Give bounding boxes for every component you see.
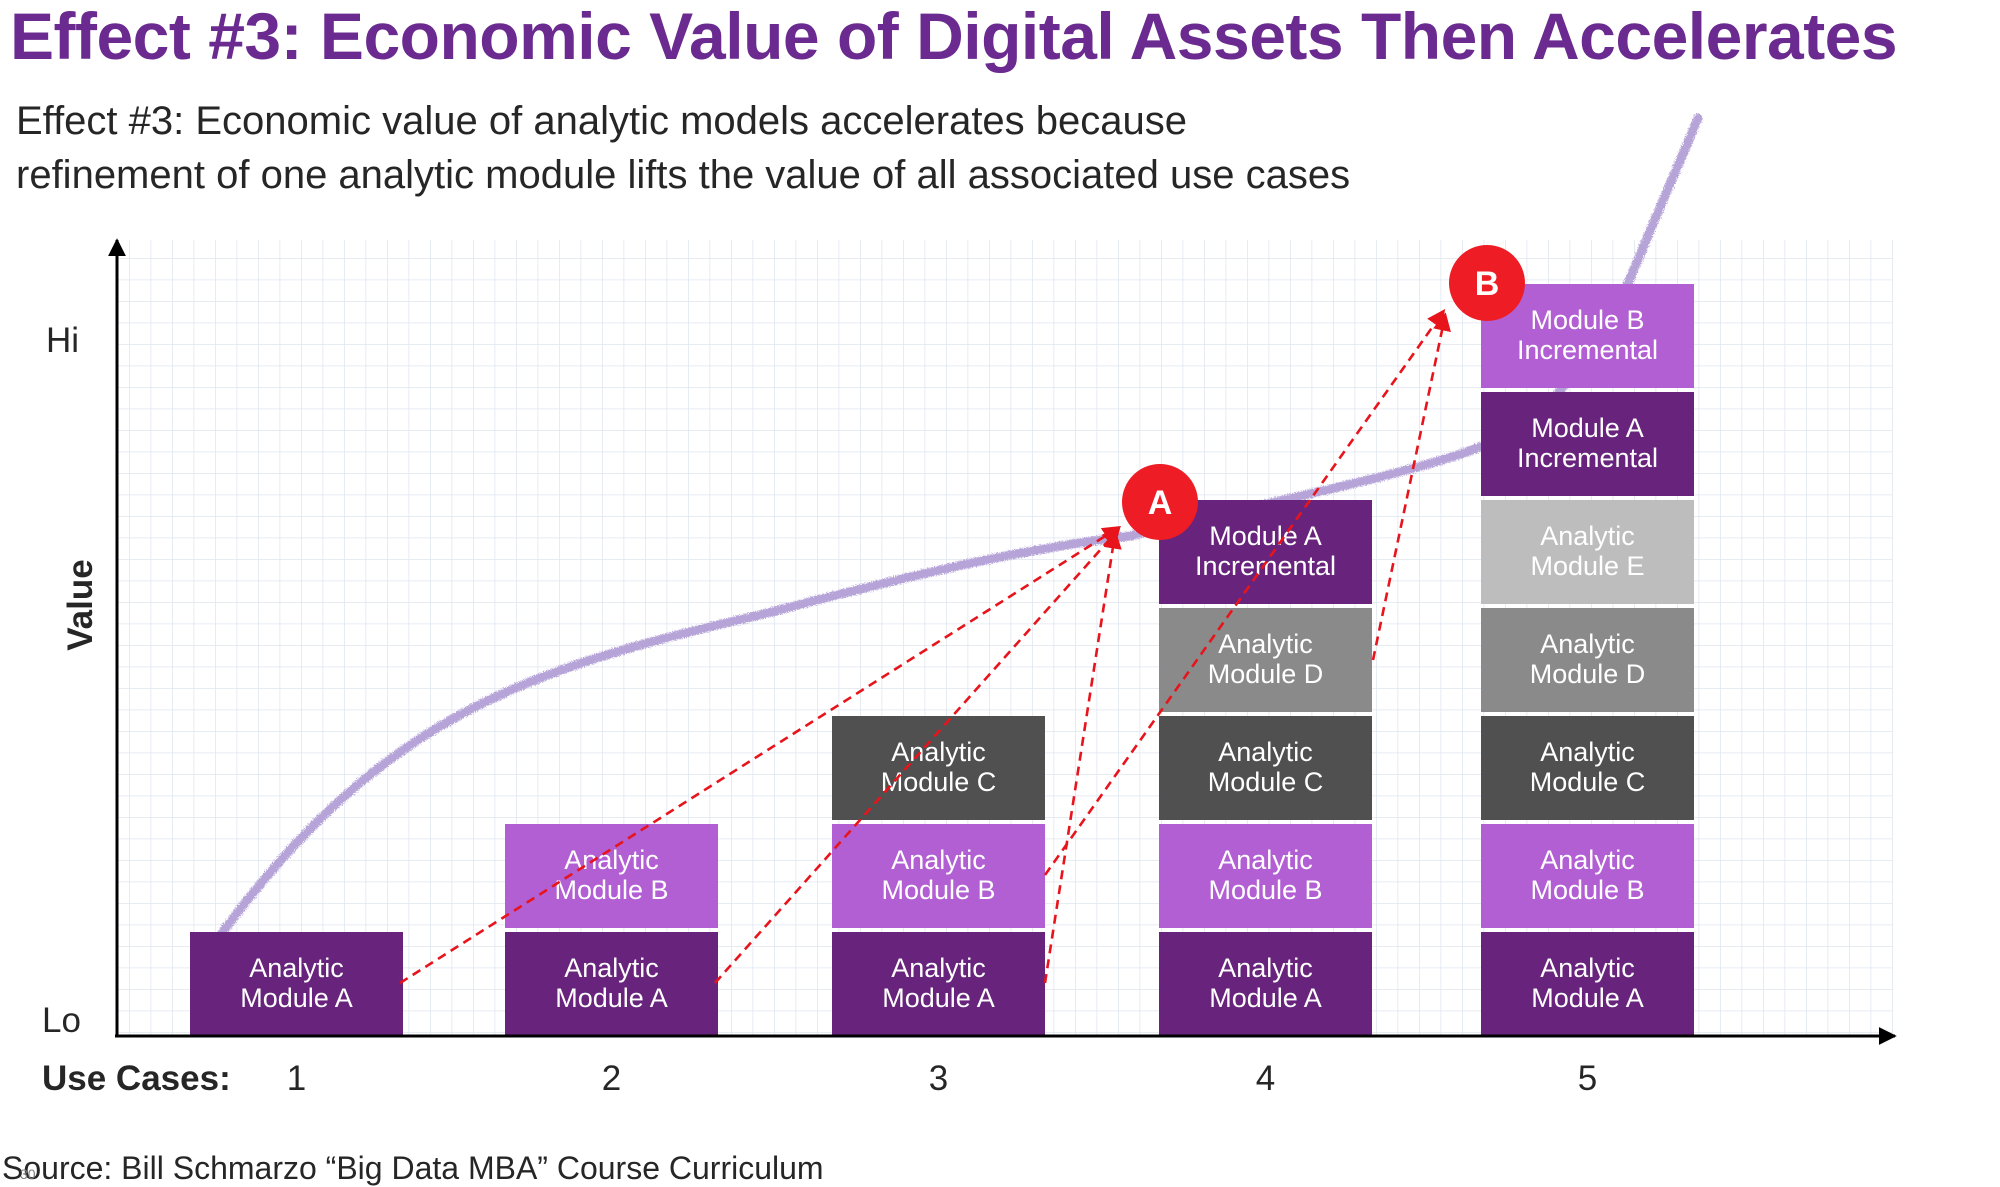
module-e-label-line-2: Module E bbox=[1530, 551, 1644, 581]
module-a-label-line-1: Analytic bbox=[564, 953, 659, 983]
marker-b: B bbox=[1449, 245, 1525, 321]
use-case-tick-labels: 1 2 3 4 5 bbox=[287, 1059, 1597, 1098]
module-b-block bbox=[505, 824, 718, 928]
module-b-label-line-1: Analytic bbox=[1540, 845, 1635, 875]
y-hi-label: Hi bbox=[46, 321, 79, 360]
module-a-label-line-2: Module A bbox=[555, 983, 668, 1013]
module-c-label-line-2: Module C bbox=[1530, 767, 1646, 797]
arrow-uc4-to-b bbox=[1371, 312, 1451, 661]
use-case-tick-5: 5 bbox=[1578, 1059, 1597, 1098]
module-e-label-line-1: Analytic bbox=[1540, 521, 1635, 551]
y-lo-label: Lo bbox=[42, 1001, 81, 1040]
module-a-block bbox=[1159, 932, 1372, 1036]
module-a-block bbox=[190, 932, 403, 1036]
module-c-block bbox=[1159, 716, 1372, 820]
module-b-block bbox=[832, 824, 1045, 928]
arrow-uc1-to-a bbox=[399, 526, 1122, 985]
module-a-label-line-2: Module A bbox=[882, 983, 995, 1013]
use-case-tick-4: 4 bbox=[1256, 1059, 1275, 1098]
module-d-label-line-2: Module D bbox=[1530, 659, 1646, 689]
arrow-uc3b-to-b bbox=[1043, 309, 1446, 876]
use-case-tick-3: 3 bbox=[929, 1059, 948, 1098]
x-axis-label: Use Cases: bbox=[42, 1059, 231, 1098]
module-b-label-line-1: Analytic bbox=[1218, 845, 1313, 875]
slide-subtitle: Effect #3: Economic value of analytic mo… bbox=[16, 94, 1350, 202]
marker-a-circle bbox=[1122, 464, 1198, 540]
subtitle-line-1: Effect #3: Economic value of analytic mo… bbox=[16, 99, 1188, 143]
module-a-label-line-2: Module A bbox=[1209, 983, 1322, 1013]
module-b-label-line-2: Module B bbox=[1208, 875, 1322, 905]
use-case-tick-1: 1 bbox=[287, 1059, 306, 1098]
subtitle-line-2: refinement of one analytic module lifts … bbox=[16, 153, 1351, 197]
module-d-block bbox=[1159, 608, 1372, 712]
arrow-uc3a-to-a bbox=[1043, 530, 1122, 984]
module-a-incremental-label-line-2: Incremental bbox=[1517, 443, 1658, 473]
slide-number: 30 bbox=[20, 1166, 36, 1182]
marker-a-label: A bbox=[1148, 484, 1173, 522]
module-a-label-line-1: Analytic bbox=[891, 953, 986, 983]
module-a-block bbox=[832, 932, 1045, 1036]
module-a-block bbox=[1481, 932, 1694, 1036]
source-note: Source: Bill Schmarzo “Big Data MBA” Cou… bbox=[2, 1150, 824, 1186]
dependency-arrows bbox=[399, 309, 1451, 985]
module-d-label-line-1: Analytic bbox=[1218, 629, 1313, 659]
module-c-label-line-1: Analytic bbox=[1540, 737, 1635, 767]
module-a-incremental-label-line-1: Module A bbox=[1531, 413, 1644, 443]
module-a-incremental-label-line-2: Incremental bbox=[1195, 551, 1336, 581]
module-b-incremental-label-line-2: Incremental bbox=[1517, 335, 1658, 365]
module-a-label-line-1: Analytic bbox=[1540, 953, 1635, 983]
marker-b-label: B bbox=[1475, 265, 1500, 303]
arrow-uc2-to-a bbox=[714, 527, 1121, 984]
module-b-label-line-2: Module B bbox=[1530, 875, 1644, 905]
module-a-incremental-label-line-1: Module A bbox=[1209, 521, 1322, 551]
marker-b-circle bbox=[1449, 245, 1525, 321]
marker-a: A bbox=[1122, 464, 1198, 540]
module-b-block bbox=[1159, 824, 1372, 928]
module-a-label-line-1: Analytic bbox=[1218, 953, 1313, 983]
module-b-block bbox=[1481, 824, 1694, 928]
slide-title: Effect #3: Economic Value of Digital Ass… bbox=[10, 0, 1898, 73]
module-b-label-line-2: Module B bbox=[881, 875, 995, 905]
module-c-label-line-1: Analytic bbox=[891, 737, 986, 767]
module-a-incremental-block bbox=[1481, 392, 1694, 496]
use-case-tick-2: 2 bbox=[602, 1059, 621, 1098]
module-c-label-line-2: Module C bbox=[1208, 767, 1324, 797]
module-c-label-line-2: Module C bbox=[881, 767, 997, 797]
module-b-label-line-2: Module B bbox=[554, 875, 668, 905]
module-a-block bbox=[505, 932, 718, 1036]
module-e-block bbox=[1481, 500, 1694, 604]
module-d-label-line-2: Module D bbox=[1208, 659, 1324, 689]
module-b-label-line-1: Analytic bbox=[891, 845, 986, 875]
module-a-label-line-2: Module A bbox=[1531, 983, 1644, 1013]
module-d-block bbox=[1481, 608, 1694, 712]
module-c-label-line-1: Analytic bbox=[1218, 737, 1313, 767]
module-c-block bbox=[1481, 716, 1694, 820]
module-d-label-line-1: Analytic bbox=[1540, 629, 1635, 659]
module-a-label-line-2: Module A bbox=[240, 983, 353, 1013]
y-axis-label: Value bbox=[61, 559, 100, 650]
module-a-label-line-1: Analytic bbox=[249, 953, 344, 983]
module-b-incremental-label-line-1: Module B bbox=[1530, 305, 1644, 335]
